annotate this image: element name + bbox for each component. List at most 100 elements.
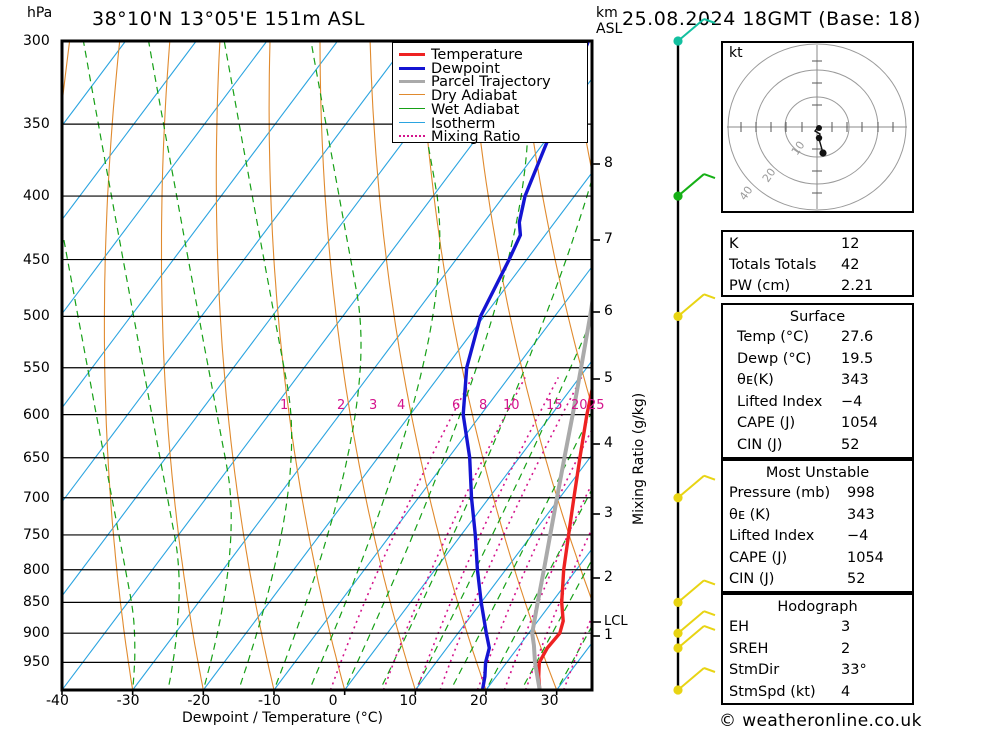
pressure-tick-850: 850	[23, 594, 50, 611]
mixing-ratio-label-3: 3	[369, 398, 378, 413]
surface-label-3: Lifted Index	[737, 393, 823, 410]
surface-value-3: −4	[841, 393, 863, 410]
pressure-tick-950: 950	[23, 654, 50, 671]
mixing-ratio-label-2: 2	[337, 398, 346, 413]
mixing-ratio-label-6: 6	[452, 398, 461, 413]
temp-tick-10: 10	[399, 693, 418, 709]
hodograph-plot: 10 20 40	[727, 43, 907, 211]
mixing-ratio-label-10: 10	[503, 398, 520, 413]
hodograph-stats-title: Hodograph	[777, 599, 858, 615]
hodograph-stat-label-1: SREH	[729, 640, 769, 657]
surface-label-4: CAPE (J)	[737, 415, 796, 431]
legend-label-1: Dewpoint	[431, 60, 500, 77]
most-unstable-label-3: CAPE (J)	[729, 549, 788, 566]
legend-label-3: Dry Adiabat	[431, 88, 517, 105]
hodograph-panel[interactable]: 10 20 40 kt	[721, 41, 914, 213]
temp-tick-0: 0	[328, 693, 338, 709]
temp-tick-30: 30	[540, 693, 559, 709]
height-unit-label-asl: ASL	[596, 21, 623, 37]
temp-tick--20: -20	[187, 693, 211, 709]
page-title: 38°10'N 13°05'E 151m ASL	[92, 8, 365, 30]
most-unstable-value-4: 52	[847, 571, 866, 587]
pressure-tick-500: 500	[23, 308, 50, 325]
km-tick-7: 7	[604, 231, 613, 247]
legend-swatch-5	[399, 121, 425, 123]
legend-swatch-2	[399, 80, 425, 84]
x-axis-title: Dewpoint / Temperature (°C)	[182, 710, 383, 726]
km-tick-8: 8	[604, 155, 613, 171]
temp-tick--40: -40	[46, 693, 69, 709]
index-value-1: 42	[841, 257, 860, 273]
legend-label-4: Wet Adiabat	[431, 101, 520, 118]
date-title: 25.08.2024 18GMT (Base: 18)	[622, 8, 921, 30]
legend-label-0: Temperature	[431, 47, 523, 63]
pressure-tick-350: 350	[23, 116, 50, 133]
surface-label-1: Dewp (°C)	[737, 350, 812, 367]
mixing-ratio-label-25: 25	[588, 398, 605, 413]
most-unstable-value-1: 343	[847, 506, 875, 523]
hodograph-ring-40: 40	[737, 184, 756, 203]
most-unstable-label-0: Pressure (mb)	[729, 485, 831, 501]
legend-swatch-3	[399, 94, 425, 96]
km-tick-5: 5	[604, 370, 613, 386]
surface-value-5: 52	[841, 436, 860, 453]
km-tick-6: 6	[604, 303, 613, 319]
hodograph-stat-label-0: EH	[729, 619, 750, 635]
legend-swatch-0	[399, 53, 425, 56]
km-tick-4: 4	[604, 435, 613, 451]
surface-panel: Surface Temp (°C) 27.6 Dewp (°C) 19.5 θᴇ(K) 3…	[721, 303, 914, 459]
watermark: © weatheronline.co.uk	[719, 711, 922, 731]
mixing-ratio-label-20: 20	[571, 398, 588, 413]
temp-tick--10: -10	[258, 693, 281, 709]
surface-label-0: Temp (°C)	[737, 329, 809, 345]
legend-swatch-4	[399, 107, 425, 110]
surface-value-4: 1054	[841, 415, 878, 431]
most-unstable-label-1: θᴇ (K)	[729, 506, 771, 523]
surface-value-2: 343	[841, 372, 869, 388]
legend-label-2: Parcel Trajectory	[431, 74, 551, 91]
most-unstable-value-2: −4	[847, 528, 869, 544]
index-label-1: Totals Totals	[729, 257, 817, 273]
pressure-tick-300: 300	[23, 33, 50, 49]
pressure-tick-450: 450	[23, 251, 50, 268]
hodograph-unit-label: kt	[729, 45, 743, 61]
surface-label-2: θᴇ(K)	[737, 372, 774, 388]
km-tick-2: 2	[604, 569, 613, 585]
pressure-unit-label: hPa	[27, 5, 53, 21]
hodograph-stat-label-3: StmSpd (kt)	[729, 683, 816, 700]
mixing-ratio-axis-title: Mixing Ratio (g/kg)	[631, 392, 647, 525]
pressure-tick-400: 400	[23, 188, 50, 205]
hodograph-stat-label-2: StmDir	[729, 662, 780, 678]
legend-swatch-6	[399, 135, 425, 138]
legend-label-6: Mixing Ratio	[431, 129, 521, 146]
surface-label-5: CIN (J)	[737, 436, 783, 453]
pressure-tick-750: 750	[23, 526, 50, 543]
mixing-ratio-label-15: 15	[546, 398, 563, 413]
hodograph-stats-panel: Hodograph EH 3 SREH 2 StmDir 33° StmSpd (kt) 4	[721, 593, 914, 705]
mixing-ratio-label-8: 8	[479, 398, 488, 413]
mixing-ratio-label-1: 1	[280, 398, 289, 413]
surface-value-0: 27.6	[841, 329, 874, 345]
lcl-label: LCL	[604, 614, 628, 629]
pressure-tick-800: 800	[23, 561, 50, 578]
hodograph-stat-value-2: 33°	[841, 662, 867, 678]
most-unstable-value-0: 998	[847, 485, 875, 501]
most-unstable-label-2: Lifted Index	[729, 528, 815, 544]
surface-value-1: 19.5	[841, 350, 874, 367]
legend-swatch-1	[399, 66, 425, 70]
most-unstable-label-4: CIN (J)	[729, 571, 775, 587]
pressure-tick-600: 600	[23, 406, 50, 423]
hodograph-stat-value-1: 2	[841, 640, 851, 657]
km-tick-3: 3	[604, 505, 613, 521]
temp-tick--30: -30	[116, 693, 140, 709]
mixing-ratio-label-4: 4	[397, 398, 406, 413]
index-label-0: K	[729, 236, 739, 252]
most-unstable-panel: Most Unstable Pressure (mb) 998 θᴇ (K) 343 L…	[721, 459, 914, 593]
pressure-tick-900: 900	[23, 625, 50, 642]
index-value-2: 2.21	[841, 278, 874, 294]
pressure-tick-550: 550	[23, 359, 50, 376]
hodograph-stat-value-0: 3	[841, 619, 851, 635]
pressure-tick-700: 700	[23, 489, 50, 506]
most-unstable-value-3: 1054	[847, 549, 884, 566]
